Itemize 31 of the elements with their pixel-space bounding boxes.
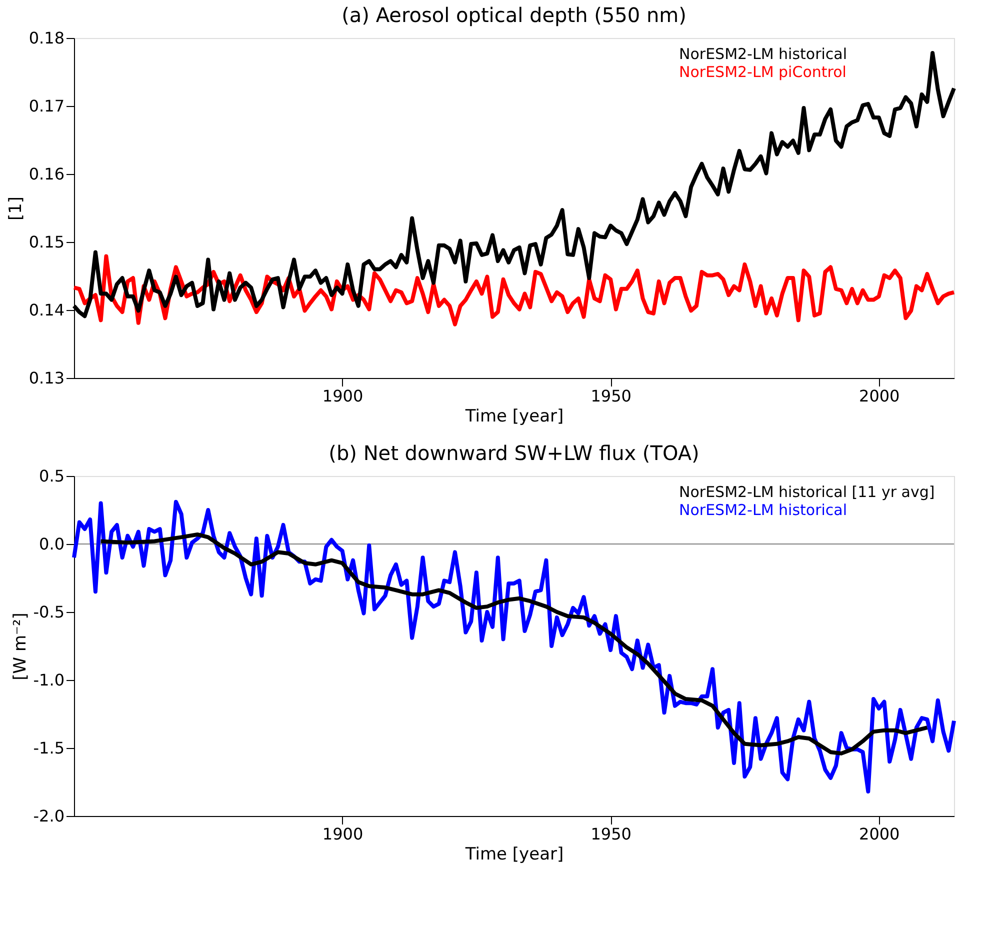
y-tick-label: 0.13 <box>28 368 64 388</box>
x-tick-label: 2000 <box>859 386 900 406</box>
y-tick-label: 0.14 <box>28 300 64 320</box>
text: NorESM2-LM historical [11 yr avg] <box>679 483 935 501</box>
text: NorESM2-LM piControl <box>679 63 846 81</box>
y-axis-title: [W m⁻²] <box>10 612 30 680</box>
y-tick-label: 0.0 <box>39 534 64 554</box>
y-tick-label: -1.5 <box>33 738 64 758</box>
x-axis-title: Time [year] <box>464 844 564 864</box>
x-tick-label: 1950 <box>590 386 632 406</box>
y-tick-label: 0.17 <box>28 96 64 116</box>
y-axis-title: [1] <box>6 196 26 221</box>
chart-title: (a) Aerosol optical depth (550 nm) <box>342 3 686 27</box>
line-series <box>98 532 930 756</box>
y-tick-label: -0.5 <box>33 602 64 622</box>
x-axis-title: Time [year] <box>464 406 564 426</box>
line-series <box>72 254 956 326</box>
y-tick-label: -2.0 <box>33 806 64 826</box>
y-tick-label: 0.15 <box>28 232 64 252</box>
x-tick-label: 1900 <box>322 824 364 844</box>
chart-title: (b) Net downward SW+LW flux (TOA) <box>328 441 700 465</box>
x-tick-label: 1900 <box>322 386 364 406</box>
text: NorESM2-LM historical <box>679 45 848 63</box>
text: NorESM2-LM historical <box>679 501 848 519</box>
y-tick-label: 0.16 <box>28 164 64 184</box>
line-series <box>72 500 956 794</box>
y-tick-label: 0.5 <box>39 466 64 486</box>
x-tick-label: 1950 <box>590 824 632 844</box>
y-tick-label: -1.0 <box>33 670 64 690</box>
y-tick-label: 0.18 <box>28 28 64 48</box>
x-tick-label: 2000 <box>859 824 900 844</box>
